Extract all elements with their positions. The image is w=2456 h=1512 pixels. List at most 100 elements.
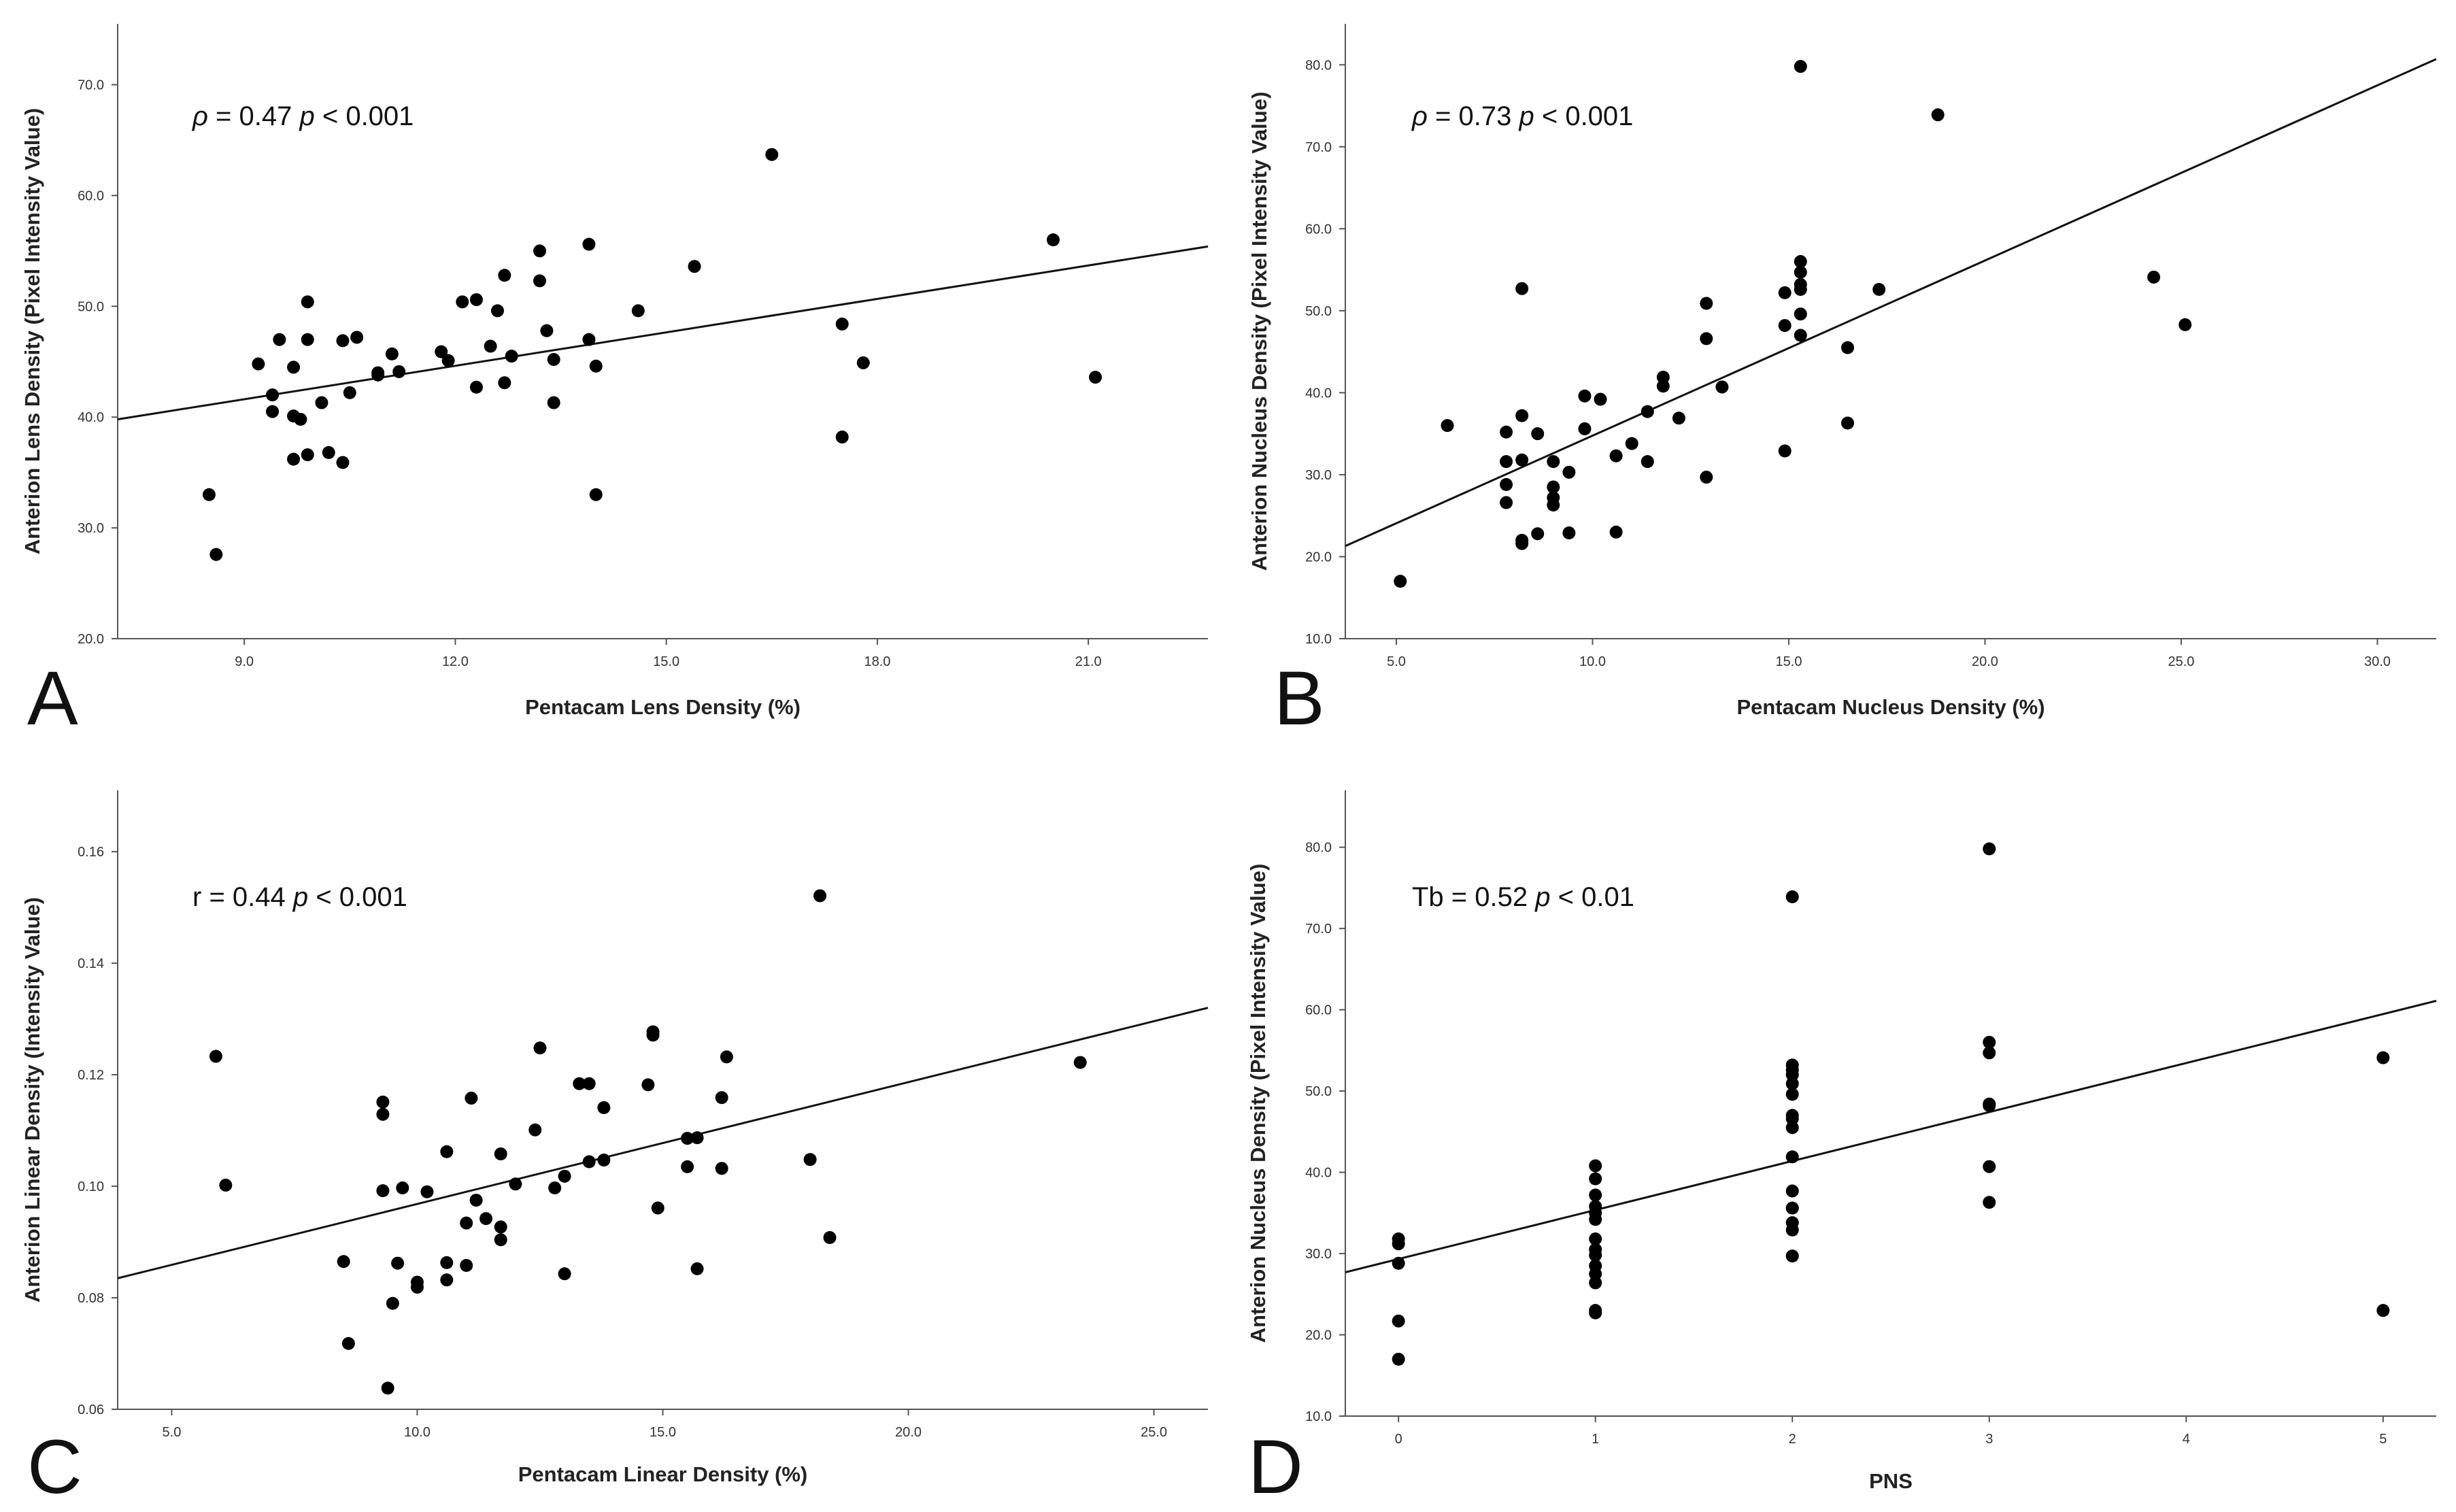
data-point (1609, 449, 1623, 463)
data-point (1589, 1267, 1602, 1281)
data-point (391, 1256, 405, 1270)
data-point (1392, 1256, 1405, 1270)
data-point (1641, 405, 1654, 418)
data-point (1785, 1184, 1799, 1198)
annotation-part: < 0.01 (1551, 882, 1634, 912)
data-point (469, 293, 483, 307)
y-tick-label: 40.0 (78, 410, 104, 425)
x-tick-label: 15.0 (1776, 654, 1802, 669)
data-point (690, 1131, 704, 1145)
y-tick-label: 0.16 (78, 845, 104, 860)
y-tick-label: 60.0 (1305, 222, 1332, 237)
regression-line (117, 245, 1209, 420)
data-point (287, 360, 301, 374)
data-point (386, 1296, 399, 1310)
data-point (301, 333, 314, 346)
data-point (1785, 1088, 1799, 1101)
data-point (681, 1160, 694, 1173)
x-tick-label: 0 (1395, 1432, 1402, 1447)
data-point (1547, 499, 1560, 512)
data-point (266, 388, 280, 402)
data-point (1500, 425, 1513, 439)
data-point (456, 295, 469, 309)
data-point (1578, 422, 1592, 435)
x-tick-label: 10.0 (404, 1425, 431, 1440)
y-tick-label: 0.12 (78, 1068, 104, 1083)
x-axis-title: Pentacam Lens Density (%) (525, 695, 801, 719)
data-point (1392, 1314, 1405, 1328)
data-point (498, 376, 511, 390)
data-point (440, 1145, 454, 1158)
data-point (533, 274, 547, 288)
data-point (1441, 419, 1454, 433)
data-point (301, 295, 314, 309)
data-point (589, 488, 603, 501)
x-tick-label: 4 (2183, 1432, 2190, 1447)
x-axis-title: PNS (1869, 1469, 1913, 1493)
y-tick-label: 70.0 (78, 78, 104, 93)
annotation-part: < 0.001 (308, 882, 407, 912)
annotation-part: < 0.001 (1534, 101, 1634, 131)
x-tick-label: 20.0 (895, 1425, 922, 1440)
x-tick-label: 1 (1592, 1432, 1599, 1447)
correlation-annotation: Tb = 0.52 p < 0.01 (1412, 882, 1634, 912)
panel-a: 9.0 12.0 15.0 18.0 21.0 20.0 30.0 40.0 50.0 60.0 7… (20, 24, 1209, 741)
data-point (2179, 318, 2192, 331)
panel-letter: C (27, 1424, 82, 1509)
data-point (494, 1233, 507, 1247)
data-point (441, 354, 455, 367)
x-axis-title: Pentacam Linear Density (%) (518, 1462, 808, 1486)
data-point (1641, 455, 1654, 469)
data-point (1785, 1068, 1799, 1081)
data-point (1841, 416, 1855, 430)
y-tick-label: 0.10 (78, 1179, 104, 1194)
data-point (1656, 370, 1670, 384)
annotation-part: p (292, 882, 308, 912)
data-point (823, 1230, 837, 1244)
data-point (294, 412, 307, 426)
data-point (1785, 1121, 1799, 1135)
data-point (2147, 270, 2161, 284)
data-point (266, 405, 280, 418)
panel-letter: A (27, 656, 78, 741)
y-tick-label: 0.06 (78, 1402, 104, 1417)
y-tick-label: 60.0 (78, 188, 104, 203)
data-point (1392, 1352, 1405, 1366)
data-point (681, 1132, 694, 1145)
data-point (341, 1337, 355, 1350)
y-tick-label: 30.0 (78, 521, 104, 536)
y-tick-label: 40.0 (1305, 1166, 1332, 1181)
data-point (219, 1178, 233, 1192)
y-axis-title: Anterion Lens Density (Pixel Intensity V… (20, 108, 44, 554)
data-point (381, 1381, 394, 1395)
data-point (509, 1177, 522, 1191)
y-tick-label: 0.08 (78, 1291, 104, 1306)
data-point (1515, 537, 1529, 550)
data-point (435, 345, 448, 358)
data-point (371, 368, 385, 382)
regression-line (1345, 999, 2437, 1273)
x-tick-label: 18.0 (864, 654, 890, 669)
data-point (573, 1077, 586, 1090)
y-tick-label: 50.0 (78, 299, 104, 314)
data-point (460, 1216, 473, 1230)
panel-letter: D (1248, 1424, 1303, 1509)
y-tick-label: 80.0 (1305, 58, 1332, 73)
data-point (548, 1181, 562, 1195)
data-point (1794, 60, 1807, 73)
data-point (1073, 1056, 1087, 1069)
data-point (1841, 341, 1855, 354)
data-point (1700, 471, 1713, 484)
y-tick-label: 20.0 (1305, 1328, 1332, 1343)
data-point (2376, 1304, 2390, 1317)
data-point (1515, 409, 1529, 422)
data-point (490, 304, 504, 318)
data-point (715, 1091, 728, 1105)
data-point (252, 357, 265, 371)
data-point (631, 304, 645, 318)
data-point (385, 347, 399, 360)
data-point (484, 339, 497, 353)
data-point (528, 1123, 542, 1137)
x-tick-label: 9.0 (235, 654, 254, 669)
data-point (547, 353, 560, 367)
